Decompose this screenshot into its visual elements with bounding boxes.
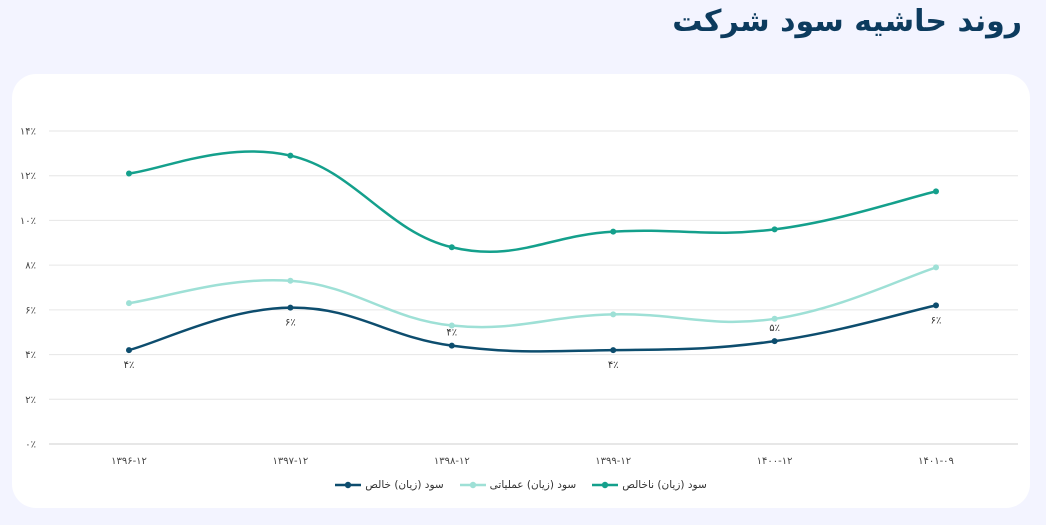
y-tick-label: ۴٪ — [25, 350, 36, 361]
legend-swatch-dot — [602, 481, 609, 489]
chart-card: ۰٪ ۲٪ ۴٪ ۶٪ ۸٪ ۱۰٪ ۱۲٪ ۱۴٪ ۱۳۹۶-۱۲ ۱۳۹۷-۱۲ ۱۳۹۸-۱۲… — [12, 74, 1030, 508]
data-label: ۴٪ — [446, 328, 457, 339]
legend-item[interactable]: سود (زیان) ناخالص — [592, 479, 707, 491]
data-point — [771, 338, 778, 345]
series-line — [128, 150, 937, 254]
legend-swatch — [592, 481, 619, 489]
y-tick-label: ۶٪ — [25, 305, 36, 316]
data-point — [610, 311, 617, 318]
data-point — [448, 244, 455, 251]
legend-label: سود (زیان) خالص — [365, 479, 444, 491]
y-tick-label: ۱۴٪ — [20, 127, 36, 138]
legend-item[interactable]: سود (زیان) خالص — [335, 479, 444, 491]
legend-label: سود (زیان) عملیاتی — [489, 479, 577, 491]
chart-legend: سود (زیان) ناخالص سود (زیان) عملیاتی سود (… — [12, 479, 1030, 491]
y-tick-label: ۱۲٪ — [20, 171, 36, 182]
data-point — [448, 322, 455, 329]
data-point — [933, 264, 939, 271]
data-label: ۴٪ — [124, 360, 135, 371]
data-point — [287, 304, 294, 311]
y-tick-label: ۰٪ — [25, 440, 36, 451]
x-tick-label: ۱۳۹۸-۱۲ — [434, 456, 470, 467]
x-tick-label: ۱۴۰۰-۱۲ — [757, 456, 793, 467]
legend-swatch — [459, 481, 486, 489]
x-tick-label: ۱۳۹۷-۱۲ — [272, 456, 308, 467]
data-point — [933, 188, 939, 195]
legend-swatch-dot — [469, 481, 476, 489]
data-point — [126, 347, 132, 354]
data-point — [610, 347, 617, 354]
data-point — [287, 152, 294, 159]
data-point — [126, 170, 132, 177]
y-tick-label: ۲٪ — [25, 395, 36, 406]
data-label: ۶٪ — [931, 315, 942, 326]
legend-item[interactable]: سود (زیان) عملیاتی — [459, 479, 577, 491]
x-tick-label: ۱۴۰۱-۰۹ — [918, 456, 954, 467]
y-tick-label: ۱۰٪ — [20, 216, 36, 227]
data-point — [126, 300, 132, 307]
data-point — [610, 228, 617, 235]
data-label: ۶٪ — [285, 318, 296, 329]
data-point — [771, 226, 778, 233]
data-label: ۴٪ — [608, 360, 619, 371]
legend-swatch — [335, 481, 362, 489]
legend-label: سود (زیان) ناخالص — [622, 479, 707, 491]
x-tick-label: ۱۳۹۹-۱۲ — [595, 456, 631, 467]
data-point — [448, 342, 455, 349]
data-point — [771, 315, 778, 322]
data-label: ۵٪ — [769, 323, 780, 334]
x-tick-label: ۱۳۹۶-۱۲ — [111, 456, 147, 467]
line-chart: ۰٪ ۲٪ ۴٪ ۶٪ ۸٪ ۱۰٪ ۱۲٪ ۱۴٪ ۱۳۹۶-۱۲ ۱۳۹۷-۱۲ ۱۳۹۸-۱۲… — [20, 127, 1018, 467]
data-point — [933, 302, 939, 309]
y-tick-label: ۸٪ — [25, 261, 36, 272]
series-line — [128, 266, 937, 329]
page-title: روند حاشیه سود شرکت — [672, 4, 1022, 39]
legend-swatch-dot — [345, 481, 352, 489]
data-point — [287, 277, 294, 284]
series-line — [128, 304, 937, 353]
